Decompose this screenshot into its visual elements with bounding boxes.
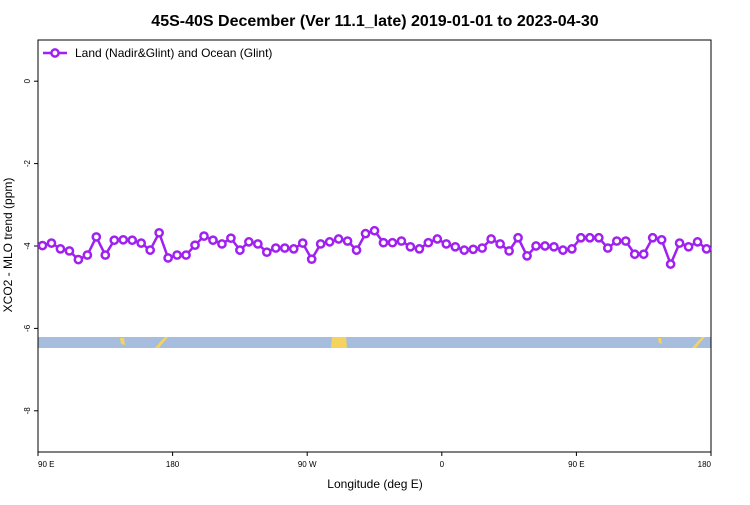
data-point <box>414 244 425 254</box>
data-point <box>504 246 514 256</box>
data-point <box>593 232 604 243</box>
data-point <box>638 249 649 260</box>
data-point <box>127 235 138 246</box>
data-point <box>620 236 631 246</box>
data-point <box>405 241 416 252</box>
x-tick-label: 180 <box>166 460 180 469</box>
data-point <box>244 237 254 247</box>
data-point <box>387 237 398 248</box>
data-point <box>647 232 658 243</box>
data-point <box>531 241 541 251</box>
data-point <box>37 240 48 251</box>
data-point <box>46 238 57 248</box>
y-tick-label: -2 <box>23 159 32 167</box>
data-point <box>495 239 505 249</box>
data-point <box>611 236 622 246</box>
data-point <box>91 232 102 242</box>
data-point <box>226 233 236 244</box>
legend-label: Land (Nadir&Glint) and Ocean (Glint) <box>75 46 272 60</box>
data-point <box>459 245 470 255</box>
data-point <box>549 241 559 252</box>
data-point <box>217 239 227 249</box>
data-point <box>73 254 84 265</box>
x-tick-label: 180 <box>698 460 712 469</box>
data-point <box>297 238 308 248</box>
data-point <box>109 235 120 246</box>
data-point <box>674 238 685 248</box>
data-point <box>629 249 640 260</box>
x-tick-label: 90 E <box>38 460 54 469</box>
y-tick-label: -6 <box>23 324 32 332</box>
data-point <box>585 232 595 243</box>
data-point <box>656 234 667 245</box>
data-point <box>136 238 147 248</box>
data-point <box>486 234 497 244</box>
data-point <box>450 241 461 252</box>
data-point <box>163 253 173 263</box>
data-point <box>190 240 200 251</box>
data-point <box>432 234 443 244</box>
data-point <box>441 239 452 249</box>
data-point <box>64 246 75 256</box>
y-tick-label: -4 <box>23 242 32 250</box>
data-point <box>477 243 488 253</box>
data-point <box>199 231 209 241</box>
y-axis-label: XCO2 - MLO trend (ppm) <box>1 178 15 313</box>
chart-title: 45S-40S December (Ver 11.1_late) 2019-01… <box>151 13 599 30</box>
data-point <box>279 243 290 253</box>
x-axis-label: Longitude (deg E) <box>327 477 422 491</box>
data-point <box>55 244 66 254</box>
data-point <box>324 237 335 247</box>
data-point <box>270 243 281 253</box>
data-point <box>540 241 550 251</box>
data-point <box>468 244 479 255</box>
data-point <box>692 237 703 247</box>
x-tick-label: 0 <box>440 460 445 469</box>
data-point <box>369 225 380 236</box>
data-point <box>665 259 676 269</box>
legend-marker <box>50 48 60 58</box>
data-point <box>208 235 218 246</box>
y-tick-label: 0 <box>23 78 32 83</box>
y-tick-label: -8 <box>23 407 32 415</box>
data-point <box>602 243 613 253</box>
data-point <box>513 232 523 243</box>
data-point <box>252 239 263 249</box>
data-point <box>567 244 577 254</box>
data-point <box>360 228 371 239</box>
data-point <box>378 237 389 248</box>
data-point <box>82 250 93 260</box>
data-point <box>683 241 694 252</box>
data-point <box>172 250 182 260</box>
data-point <box>558 245 568 255</box>
data-point <box>315 239 326 249</box>
data-point <box>522 251 532 261</box>
data-point <box>145 245 156 255</box>
data-point <box>181 250 191 260</box>
data-point <box>701 244 712 254</box>
data-point <box>100 250 111 260</box>
data-point <box>576 232 586 243</box>
x-tick-label: 90 W <box>298 460 317 469</box>
data-point <box>351 245 362 255</box>
data-point <box>235 245 245 255</box>
data-point <box>342 236 353 246</box>
data-point <box>396 236 407 246</box>
land-ocean-strip <box>38 337 711 348</box>
data-point <box>333 234 344 244</box>
data-point <box>423 237 434 248</box>
data-point <box>154 227 164 238</box>
data-point <box>288 244 299 254</box>
data-point <box>306 254 317 265</box>
x-tick-label: 90 E <box>568 460 584 469</box>
data-point <box>118 234 129 245</box>
data-point <box>261 247 272 258</box>
